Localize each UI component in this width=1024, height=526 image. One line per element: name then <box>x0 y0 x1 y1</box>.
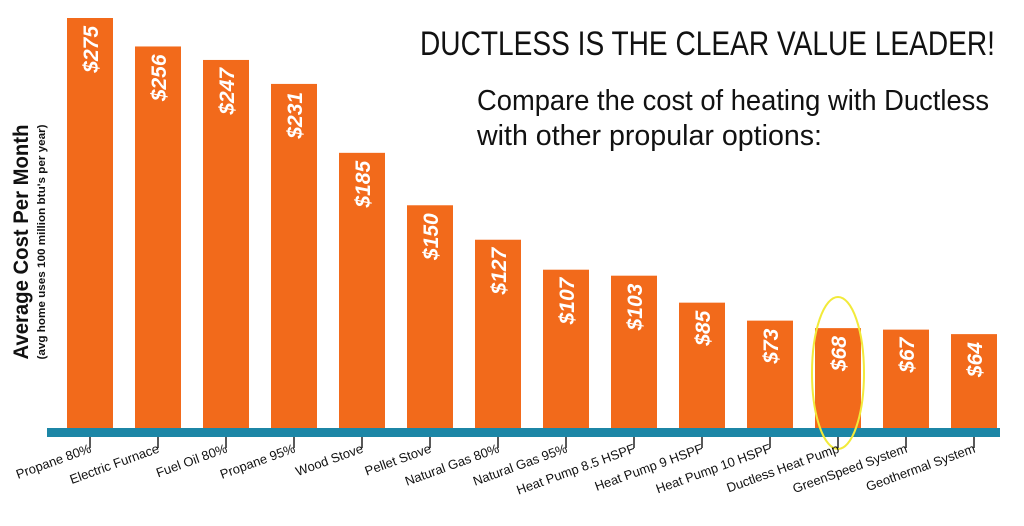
bar-7 <box>543 269 589 430</box>
bars-group: $275 $256 $247 $231 $185 $150 $127 $107 $103 $85 $… <box>67 18 997 431</box>
chart-title: DUCTLESS IS THE CLEAR VALUE LEADER! <box>420 25 995 63</box>
bar-11 <box>815 328 861 430</box>
bar-value-label-8: $103 <box>624 283 647 331</box>
bar-value-label-12: $67 <box>896 336 919 373</box>
bar-value-label-9: $85 <box>692 310 715 346</box>
bar-4 <box>339 152 385 430</box>
ductless-highlight-ellipse <box>811 296 865 450</box>
bar-value-label-5: $150 <box>420 213 443 261</box>
bar-9 <box>679 302 725 430</box>
bar-value-label-0: $275 <box>80 26 103 74</box>
chart-subtitle-line-1: Compare the cost of heating with Ductles… <box>477 85 989 117</box>
y-axis-label: Average Cost Per Month <box>10 125 33 360</box>
bar-3 <box>271 83 317 431</box>
bar-value-label-7: $107 <box>556 276 579 325</box>
x-tick-label-2: Fuel Oil 80% <box>154 441 229 481</box>
x-tick-label-4: Wood Stove <box>294 441 365 479</box>
bar-value-label-3: $231 <box>284 92 307 140</box>
bar-12 <box>883 329 929 430</box>
bar-0 <box>67 18 113 430</box>
bar-value-label-13: $64 <box>964 342 987 378</box>
bar-value-label-4: $185 <box>352 161 375 209</box>
bar-6 <box>475 239 521 430</box>
bar-value-label-1: $256 <box>148 54 171 102</box>
bar-value-label-11: $68 <box>828 336 851 372</box>
bar-1 <box>135 46 181 430</box>
x-axis-baseline <box>47 428 1000 437</box>
bar-value-label-10: $73 <box>760 328 783 364</box>
y-axis-note: (avg home uses 100 million btu's per yea… <box>36 124 48 359</box>
bar-5 <box>407 205 453 430</box>
bar-2 <box>203 59 249 430</box>
x-tick-label-11: Ductless Heat Pump <box>725 441 841 496</box>
x-tick-label-12: GreenSpeed System <box>790 441 909 496</box>
x-ticks-group <box>89 436 975 448</box>
x-tick-label-10: Heat Pump 10 HSPF <box>654 441 773 497</box>
bar-10 <box>747 320 793 430</box>
bar-13 <box>951 334 997 430</box>
x-tick-label-3: Propane 95% <box>218 441 298 482</box>
bar-value-label-2: $247 <box>216 67 239 116</box>
chart-subtitle-line-2: with other propular options: <box>476 120 822 152</box>
bar-8 <box>611 275 657 430</box>
bar-value-label-6: $127 <box>488 246 511 295</box>
x-tick-label-8: Heat Pump 8.5 HSPF <box>514 441 637 498</box>
